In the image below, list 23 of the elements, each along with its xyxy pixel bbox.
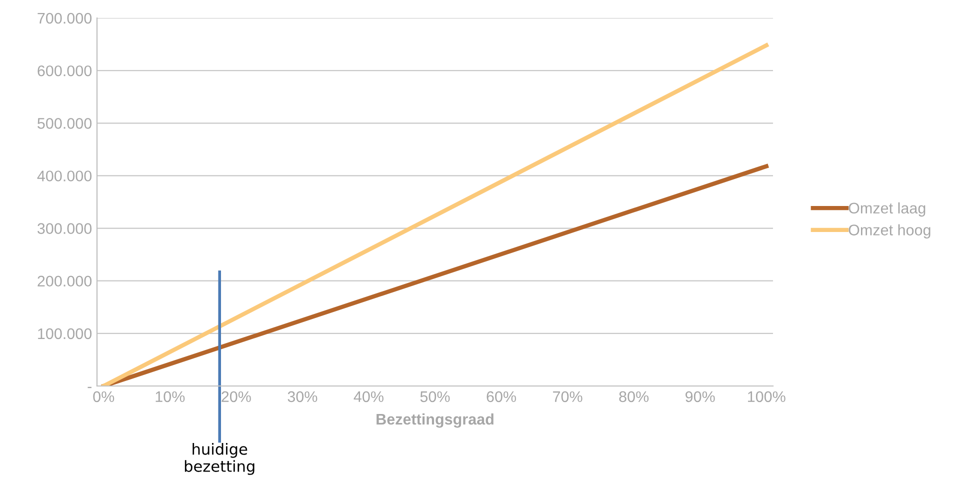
x-tick-label: 50% [420,391,450,402]
y-tick-label: 400.000 [37,170,92,182]
x-tick-label: 20% [222,391,251,402]
x-tick-label: 90% [686,391,715,402]
y-tick-label: 700.000 [38,12,92,24]
x-tick-label: 60% [486,391,516,402]
x-axis-title: Bezettingsgraad [376,413,494,428]
y-tick-label: 200.000 [38,276,92,287]
x-tick-label: 40% [354,391,384,402]
legend-label: Omzet laag [848,202,926,217]
x-tick-label: 0% [93,391,114,402]
y-tick-label: - [88,386,92,388]
y-tick-label: 600.000 [38,65,92,76]
y-tick-label: 300.000 [38,223,92,234]
y-tick-label: 100.000 [38,328,92,340]
ref-line-label: huidige bezetting [184,443,254,475]
x-tick-label: 10% [156,391,185,402]
x-tick-label: 30% [288,391,318,402]
x-tick-label: 70% [553,391,582,402]
y-tick-label: 500.000 [38,118,92,129]
legend-label: Omzet hoog [848,224,930,238]
x-tick-label: 100% [748,391,786,402]
x-tick-label: 80% [619,391,649,402]
